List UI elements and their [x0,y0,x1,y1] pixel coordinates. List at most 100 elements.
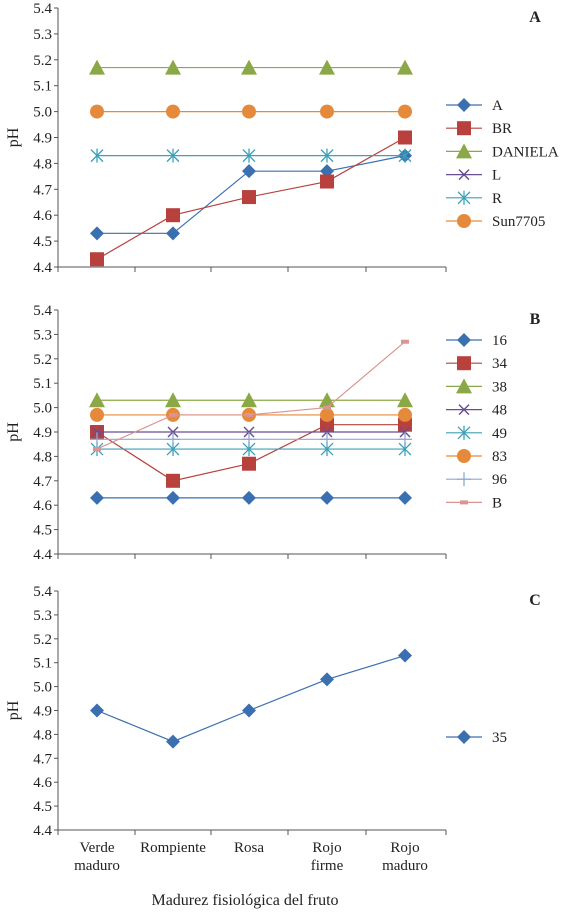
y-axis-label: pH [5,127,22,147]
x-tick-label: Verde [80,840,115,856]
data-point [397,59,413,75]
legend-label: R [492,191,502,207]
data-point [242,104,256,119]
data-point [242,490,256,505]
data-point [90,490,104,505]
legend-entry: L [446,168,501,184]
legend-marker [457,730,471,744]
legend-entry: 16 [446,333,508,349]
y-tick-label: 5.1 [33,79,52,95]
data-point [398,432,412,447]
legend-marker [457,333,471,347]
legend-label: 48 [492,403,507,419]
data-point [90,104,104,119]
legend-label: B [492,495,502,511]
legend-label: 49 [492,426,507,442]
y-tick-label: 4.5 [33,234,52,250]
data-point [166,226,180,241]
x-tick-label: Rosa [234,840,264,856]
data-point [397,392,413,408]
y-tick-label: 5.2 [33,352,52,368]
data-point [91,426,103,438]
data-point [401,339,409,344]
series-line [96,654,406,743]
legend-entry: 48 [446,403,507,419]
legend-entry: R [446,190,502,207]
data-point [90,226,104,241]
y-tick-label: 5.2 [33,632,52,648]
data-point [90,407,104,422]
panel-letter: A [529,9,541,26]
data-point [320,174,334,189]
legend-label: 35 [492,730,507,746]
series-B [93,339,409,452]
y-tick-label: 5.0 [33,401,52,417]
data-point [245,412,253,417]
series-BR [90,130,412,267]
data-point [93,447,101,452]
series-35 [90,648,412,749]
legend-entry: BR [446,121,512,137]
legend-entry: 34 [446,356,508,372]
legend-label: DANIELA [492,144,559,160]
y-tick-label: 4.8 [33,156,52,172]
series-38 [89,392,413,408]
legend-label: 96 [492,472,508,488]
data-point [166,432,180,447]
legend-label: Sun7705 [492,214,545,230]
data-point [90,148,104,163]
data-point [242,432,256,447]
y-tick-label: 5.4 [33,303,52,319]
legend-entry: 35 [446,730,507,746]
y-axis-label: pH [5,422,22,442]
data-point [320,148,334,163]
legend-marker [458,169,470,181]
y-tick-label: 5.1 [33,376,52,392]
data-point [90,252,104,267]
series-line [96,341,406,450]
data-point [323,405,331,410]
legend-marker [457,425,471,440]
data-point [398,148,412,163]
data-point [166,104,180,119]
data-point [242,164,256,179]
y-tick-label: 4.4 [33,547,52,563]
legend-marker [457,214,471,228]
y-tick-label: 4.6 [33,208,52,224]
y-tick-label: 5.0 [33,680,52,696]
panel-letter: B [530,311,541,328]
data-point [166,490,180,505]
legend-marker [457,449,471,463]
y-tick-label: 4.7 [33,182,52,198]
data-point [242,456,256,471]
x-tick-label: Rojo [312,840,341,856]
x-tick-label: Rompiente [140,840,206,856]
data-point [398,490,412,505]
legend-entry: 38 [446,378,507,395]
y-tick-label: 4.9 [33,704,52,720]
legend-label: 38 [492,379,507,395]
data-point [320,104,334,119]
data-point [242,148,256,163]
series-96 [90,432,412,447]
data-point [169,412,177,417]
series-34 [90,417,412,488]
series-R [90,148,412,163]
panel-B: 4.4 4.5 4.6 4.7 4.8 4.9 5.0 5.1 5.2 5.3 5.4 pH B 16 34… [5,303,541,563]
series-48 [91,426,411,438]
data-point [320,490,334,505]
data-point [89,392,105,408]
series-DANIELA [89,59,413,75]
data-point [166,148,180,163]
data-point [167,426,179,438]
y-tick-label: 4.5 [33,799,52,815]
y-tick-label: 4.7 [33,474,52,490]
legend-marker [460,500,468,505]
series-49 [90,442,412,457]
panel-A: 4.4 4.5 4.6 4.7 4.8 4.9 5.0 5.1 5.2 5.3 5.4 pH A A BR D… [5,1,559,276]
data-point [89,59,105,75]
y-tick-label: 5.1 [33,656,52,672]
data-point [165,392,181,408]
y-tick-label: 5.4 [33,1,52,17]
data-point [399,426,411,438]
